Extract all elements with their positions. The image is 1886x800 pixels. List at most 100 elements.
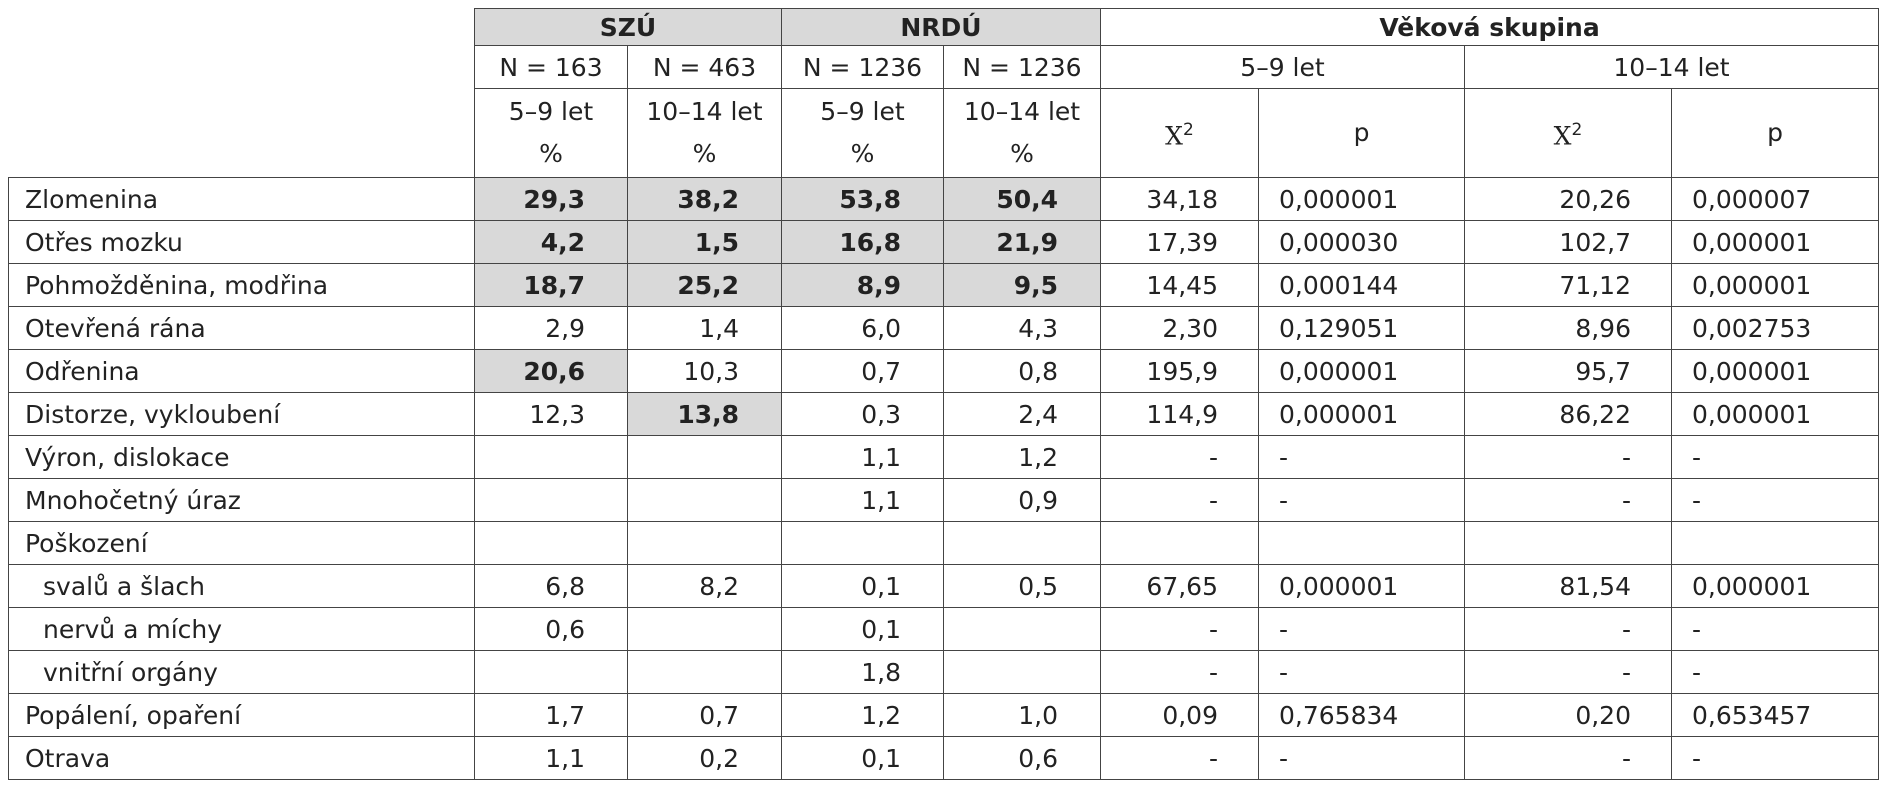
percent-header: 10–14 let% — [943, 88, 1101, 178]
data-row: Otrava 1,1 0,2 0,1 0,6- - - - — [8, 736, 1879, 780]
stat-header: p — [1258, 88, 1465, 178]
unit-label: % — [539, 139, 563, 168]
age-label: 10–14 let — [963, 97, 1081, 126]
percent-cell: 1,1 — [781, 478, 944, 522]
percent-cell: 2,9 — [474, 306, 628, 350]
p-value-cell: 0,000001 — [1671, 263, 1879, 307]
percent-cell — [627, 478, 782, 522]
chi-square-cell: - — [1464, 478, 1672, 522]
group-header: Věková skupina — [1100, 8, 1879, 46]
row-label: svalů a šlach — [8, 564, 475, 608]
p-value-cell: 0,000144 — [1258, 263, 1465, 307]
percent-cell: 0,1 — [781, 607, 944, 651]
percent-cell: 9,5 — [943, 263, 1101, 307]
group-header: NRDÚ — [781, 8, 1101, 46]
row-label: Výron, dislokace — [8, 435, 475, 479]
chi-square-cell: 20,26 — [1464, 177, 1672, 221]
chi-square-cell: 102,7 — [1464, 220, 1672, 264]
percent-cell: 0,2 — [627, 736, 782, 780]
percent-cell: 0,7 — [781, 349, 944, 393]
p-value-cell: - — [1258, 435, 1465, 479]
chi-square-cell: 8,96 — [1464, 306, 1672, 350]
data-row: svalů a šlach 6,8 8,2 0,1 0,5 67,65 0,000001 81… — [8, 564, 1879, 608]
chi-square-cell: 0,09 — [1100, 693, 1259, 737]
percent-header: 5–9 let% — [781, 88, 944, 178]
percent-cell — [943, 650, 1101, 694]
stat-symbol: X — [1553, 121, 1572, 151]
percent-cell: 0,8 — [943, 349, 1101, 393]
row-label: vnitřní orgány — [8, 650, 475, 694]
p-value-cell: 0,000001 — [1258, 349, 1465, 393]
percent-cell — [627, 650, 782, 694]
stat-header: X2 — [1464, 88, 1672, 178]
percent-cell — [474, 650, 628, 694]
row-label: Otevřená rána — [8, 306, 475, 350]
unit-label: % — [850, 139, 875, 168]
percent-cell: 0,7 — [627, 693, 782, 737]
p-value-cell: 0,000001 — [1671, 564, 1879, 608]
chi-square-cell: 34,18 — [1100, 177, 1259, 221]
percent-cell: 1,5 — [627, 220, 782, 264]
sample-size: N = 463 — [627, 45, 782, 89]
stat-header: p — [1671, 88, 1879, 178]
group-header: SZÚ — [474, 8, 782, 46]
percent-cell: 0,1 — [781, 736, 944, 780]
percent-cell: 53,8 — [781, 177, 944, 221]
percent-header: 5–9 let% — [474, 88, 628, 178]
percent-cell: 0,6 — [474, 607, 628, 651]
table-body: Zlomenina 29,3 38,2 53,8 50,4 34,18 0,000001 20… — [8, 177, 1879, 780]
chi-square-cell: 14,45 — [1100, 263, 1259, 307]
p-value-cell: - — [1258, 650, 1465, 694]
percent-cell: 1,2 — [943, 435, 1101, 479]
row-label: Distorze, vykloubení — [8, 392, 475, 436]
percent-cell: 2,4 — [943, 392, 1101, 436]
data-row: Pohmožděnina, modřina 18,7 25,2 8,9 9,5 14,45… — [8, 263, 1879, 307]
p-value-cell — [1671, 521, 1879, 565]
percent-cell: 0,5 — [943, 564, 1101, 608]
chi-square-cell: 114,9 — [1100, 392, 1259, 436]
sample-size: N = 1236 — [781, 45, 944, 89]
header-row: SZÚ NRDÚ Věková skupina — [8, 8, 1879, 178]
sample-size: N = 163 — [474, 45, 628, 89]
row-label: Zlomenina — [8, 177, 475, 221]
p-value-cell: - — [1258, 736, 1465, 780]
stat-symbol: p — [1767, 118, 1783, 147]
percent-cell: 10,3 — [627, 349, 782, 393]
stat-superscript: 2 — [1571, 119, 1583, 140]
header-row: 5–9 let% 10–14 let% 5–9 let% 10–14 let% X2 p X… — [9, 88, 1879, 178]
percent-cell: 38,2 — [627, 177, 782, 221]
p-value-cell: - — [1671, 736, 1879, 780]
row-label: nervů a míchy — [8, 607, 475, 651]
p-value-cell: 0,000001 — [1258, 177, 1465, 221]
row-label: Otřes mozku — [8, 220, 475, 264]
percent-cell: 1,0 — [943, 693, 1101, 737]
data-row: Poškození — [8, 521, 1879, 565]
data-row: Popálení, opaření 1,7 0,7 1,2 1,0 0,09 0,76583… — [8, 693, 1879, 737]
percent-cell — [474, 478, 628, 522]
sample-size: N = 1236 — [943, 45, 1101, 89]
stat-header: X2 — [1100, 88, 1259, 178]
percent-cell — [943, 607, 1101, 651]
percent-cell: 4,2 — [474, 220, 628, 264]
p-value-cell: 0,000007 — [1671, 177, 1879, 221]
percent-cell: 0,6 — [943, 736, 1101, 780]
chi-square-cell: 71,12 — [1464, 263, 1672, 307]
data-row: Otřes mozku 4,2 1,5 16,8 21,9 17,39 0,000030 10… — [8, 220, 1879, 264]
stat-superscript: 2 — [1182, 119, 1194, 140]
data-row: nervů a míchy 0,6 0,1- - - - — [8, 607, 1879, 651]
percent-cell: 8,2 — [627, 564, 782, 608]
data-table: SZÚ NRDÚ Věková skupina N = 163 N = 463 N = 1… — [8, 8, 1879, 780]
chi-square-cell: - — [1100, 607, 1259, 651]
age-label: 5–9 let — [508, 97, 594, 126]
row-label: Otrava — [8, 736, 475, 780]
row-label: Mnohočetný úraz — [8, 478, 475, 522]
chi-square-cell: - — [1464, 650, 1672, 694]
p-value-cell — [1258, 521, 1465, 565]
row-label: Pohmožděnina, modřina — [8, 263, 475, 307]
stat-symbol: p — [1353, 118, 1370, 147]
data-row: Distorze, vykloubení 12,3 13,8 0,3 2,4 114,9 0… — [8, 392, 1879, 436]
percent-cell: 50,4 — [943, 177, 1101, 221]
chi-square-cell: - — [1100, 478, 1259, 522]
p-value-cell: 0,000030 — [1258, 220, 1465, 264]
